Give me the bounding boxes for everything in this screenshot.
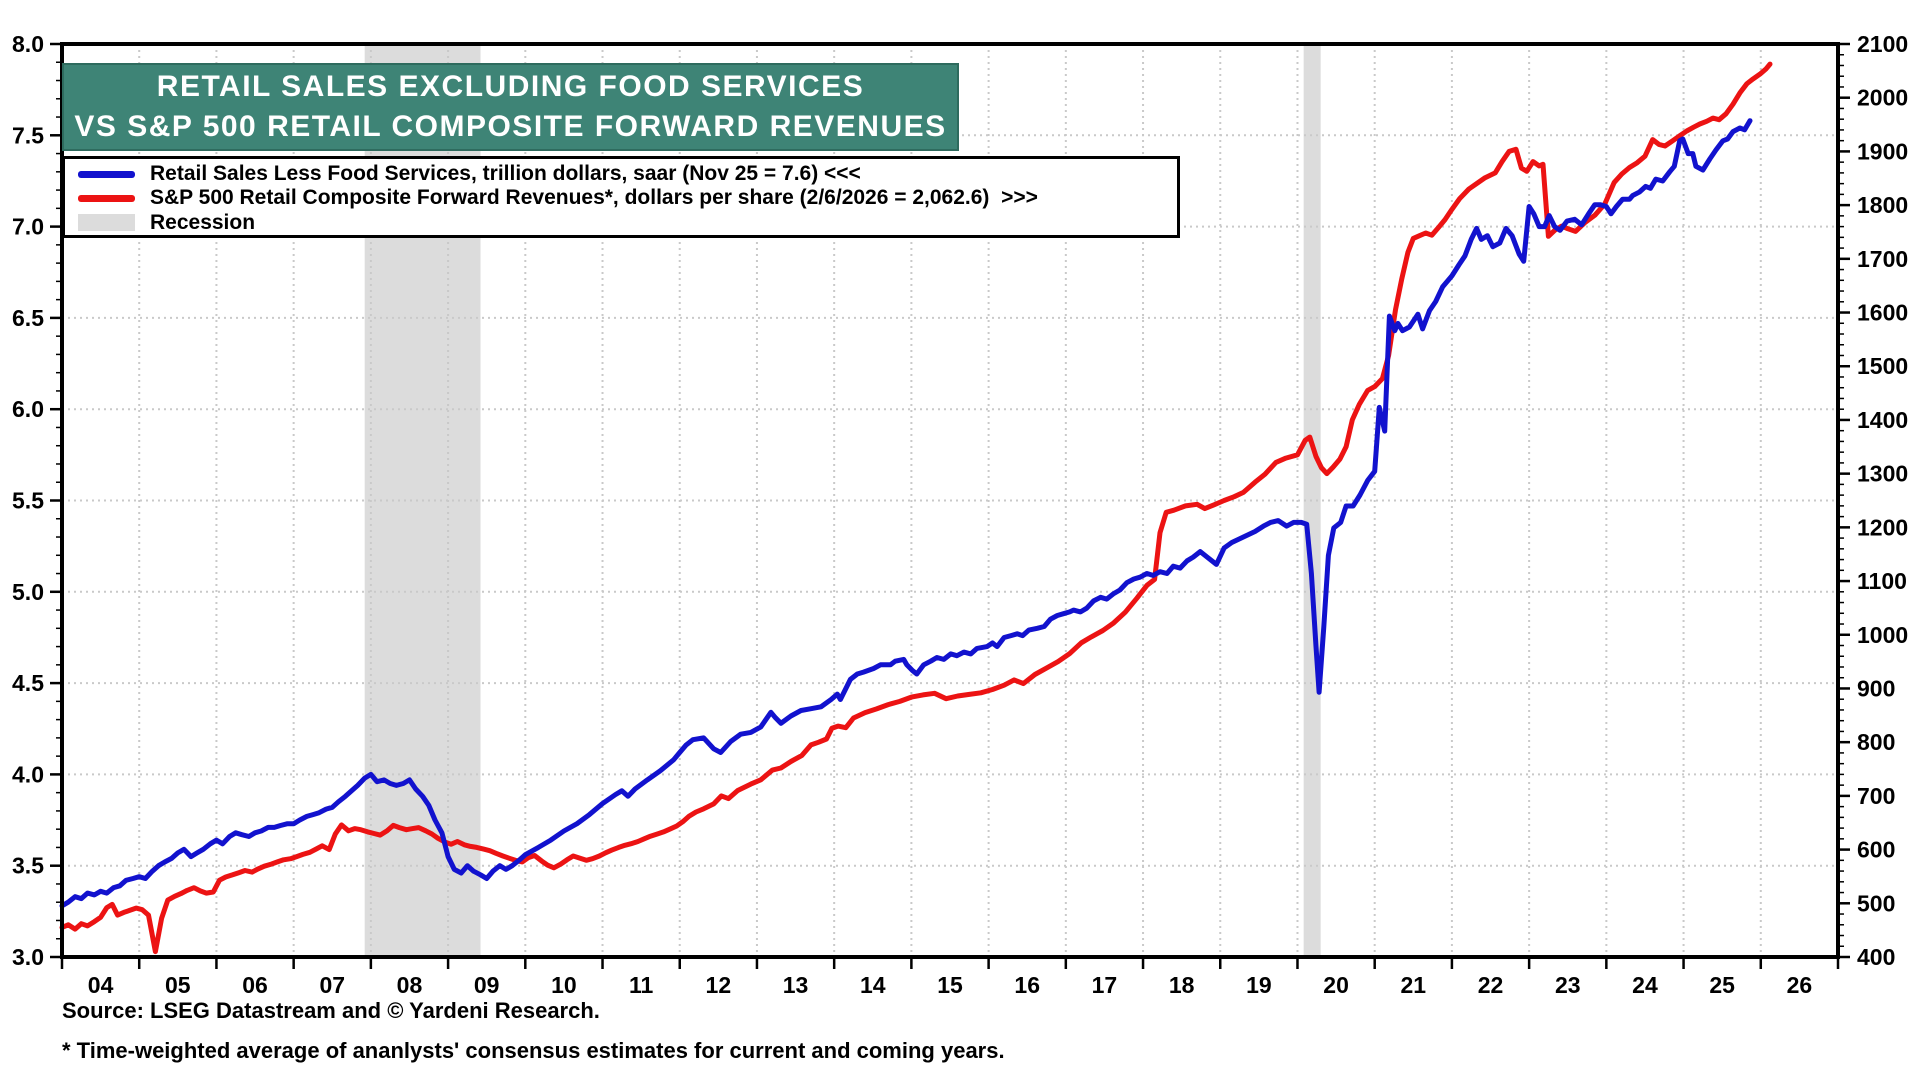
chart-title-box: RETAIL SALES EXCLUDING FOOD SERVICES VS … bbox=[62, 63, 959, 151]
y-axis-left-tick-label: 5.5 bbox=[12, 488, 44, 514]
x-axis-tick-label: 22 bbox=[1478, 972, 1504, 998]
y-axis-right-tick-label: 1700 bbox=[1857, 246, 1908, 272]
legend-item-forward-revenues: S&P 500 Retail Composite Forward Revenue… bbox=[78, 186, 1177, 210]
x-axis-tick-label: 06 bbox=[242, 972, 268, 998]
y-axis-left-tick-label: 4.5 bbox=[12, 670, 44, 696]
legend-label-retail-sales: Retail Sales Less Food Services, trillio… bbox=[150, 162, 861, 186]
y-axis-right-tick-label: 2000 bbox=[1857, 85, 1908, 111]
x-axis-tick-label: 04 bbox=[88, 972, 114, 998]
y-axis-right-tick-label: 1600 bbox=[1857, 300, 1908, 326]
x-axis-tick-label: 10 bbox=[551, 972, 577, 998]
y-axis-left-tick-label: 5.0 bbox=[12, 579, 44, 605]
legend-label-forward-revenues: S&P 500 Retail Composite Forward Revenue… bbox=[150, 186, 1038, 210]
legend-label-recession: Recession bbox=[150, 210, 256, 234]
recession-swatch bbox=[78, 214, 135, 232]
x-axis-tick-label: 07 bbox=[319, 972, 345, 998]
legend-box: Retail Sales Less Food Services, trillio… bbox=[62, 156, 1180, 238]
x-axis-tick-label: 20 bbox=[1323, 972, 1349, 998]
blue-line-swatch bbox=[78, 170, 135, 178]
x-axis-tick-label: 14 bbox=[860, 972, 886, 998]
x-axis-tick-label: 08 bbox=[397, 972, 423, 998]
x-axis-tick-label: 25 bbox=[1709, 972, 1735, 998]
y-axis-right-tick-label: 1100 bbox=[1857, 568, 1907, 594]
legend-item-recession: Recession bbox=[78, 211, 1177, 235]
y-axis-left-tick-label: 4.0 bbox=[12, 761, 44, 787]
x-axis-tick-label: 26 bbox=[1787, 972, 1813, 998]
x-axis-tick-label: 21 bbox=[1401, 972, 1427, 998]
y-axis-right-tick-label: 600 bbox=[1857, 837, 1895, 863]
x-axis-tick-label: 05 bbox=[165, 972, 191, 998]
y-axis-right-tick-label: 1400 bbox=[1857, 407, 1908, 433]
y-axis-right-tick-label: 1200 bbox=[1857, 514, 1908, 540]
x-axis-tick-label: 17 bbox=[1092, 972, 1118, 998]
x-axis-tick-label: 13 bbox=[783, 972, 809, 998]
y-axis-right-tick-label: 1000 bbox=[1857, 622, 1908, 648]
y-axis-right-tick-label: 1300 bbox=[1857, 461, 1908, 487]
retail-sales-line bbox=[59, 118, 1753, 909]
y-axis-right-tick-label: 800 bbox=[1857, 729, 1895, 755]
chart-title-line-1: RETAIL SALES EXCLUDING FOOD SERVICES bbox=[156, 70, 865, 103]
y-axis-left-tick-label: 8.0 bbox=[12, 31, 44, 57]
x-axis-tick-label: 09 bbox=[474, 972, 500, 998]
y-axis-right-tick-label: 500 bbox=[1857, 890, 1895, 916]
legend-item-retail-sales: Retail Sales Less Food Services, trillio… bbox=[78, 162, 1177, 186]
x-axis-tick-label: 11 bbox=[629, 972, 654, 998]
y-axis-left-tick-label: 3.5 bbox=[12, 853, 44, 879]
x-axis-tick-label: 15 bbox=[937, 972, 963, 998]
source-note: Source: LSEG Datastream and © Yardeni Re… bbox=[62, 998, 600, 1023]
y-axis-right-tick-label: 1800 bbox=[1857, 192, 1908, 218]
x-axis-tick-label: 18 bbox=[1169, 972, 1195, 998]
footnote: * Time-weighted average of ananlysts' co… bbox=[62, 1038, 1005, 1063]
y-axis-right-tick-label: 2100 bbox=[1857, 31, 1908, 57]
y-axis-left-tick-label: 3.0 bbox=[12, 944, 44, 970]
y-axis-left-tick-label: 6.0 bbox=[12, 396, 44, 422]
y-axis-right-tick-label: 1900 bbox=[1857, 138, 1908, 164]
recession-band bbox=[1303, 44, 1321, 957]
y-axis-left-tick-label: 7.5 bbox=[12, 122, 44, 148]
x-axis-tick-label: 19 bbox=[1246, 972, 1272, 998]
y-axis-right-tick-label: 900 bbox=[1857, 675, 1895, 701]
forward-revenues-line bbox=[59, 61, 1773, 955]
y-axis-right-tick-label: 400 bbox=[1857, 944, 1895, 970]
red-line-swatch bbox=[78, 194, 135, 202]
y-axis-right-tick-label: 1500 bbox=[1857, 353, 1908, 379]
chart-title-line-2: VS S&P 500 RETAIL COMPOSITE FORWARD REVE… bbox=[74, 110, 947, 143]
x-axis-tick-label: 12 bbox=[706, 972, 732, 998]
x-axis-tick-label: 16 bbox=[1014, 972, 1040, 998]
x-axis-tick-label: 23 bbox=[1555, 972, 1581, 998]
y-axis-left-tick-label: 7.0 bbox=[12, 214, 44, 240]
y-axis-right-tick-label: 700 bbox=[1857, 783, 1895, 809]
x-axis-tick-label: 24 bbox=[1632, 972, 1658, 998]
y-axis-left-tick-label: 6.5 bbox=[12, 305, 44, 331]
